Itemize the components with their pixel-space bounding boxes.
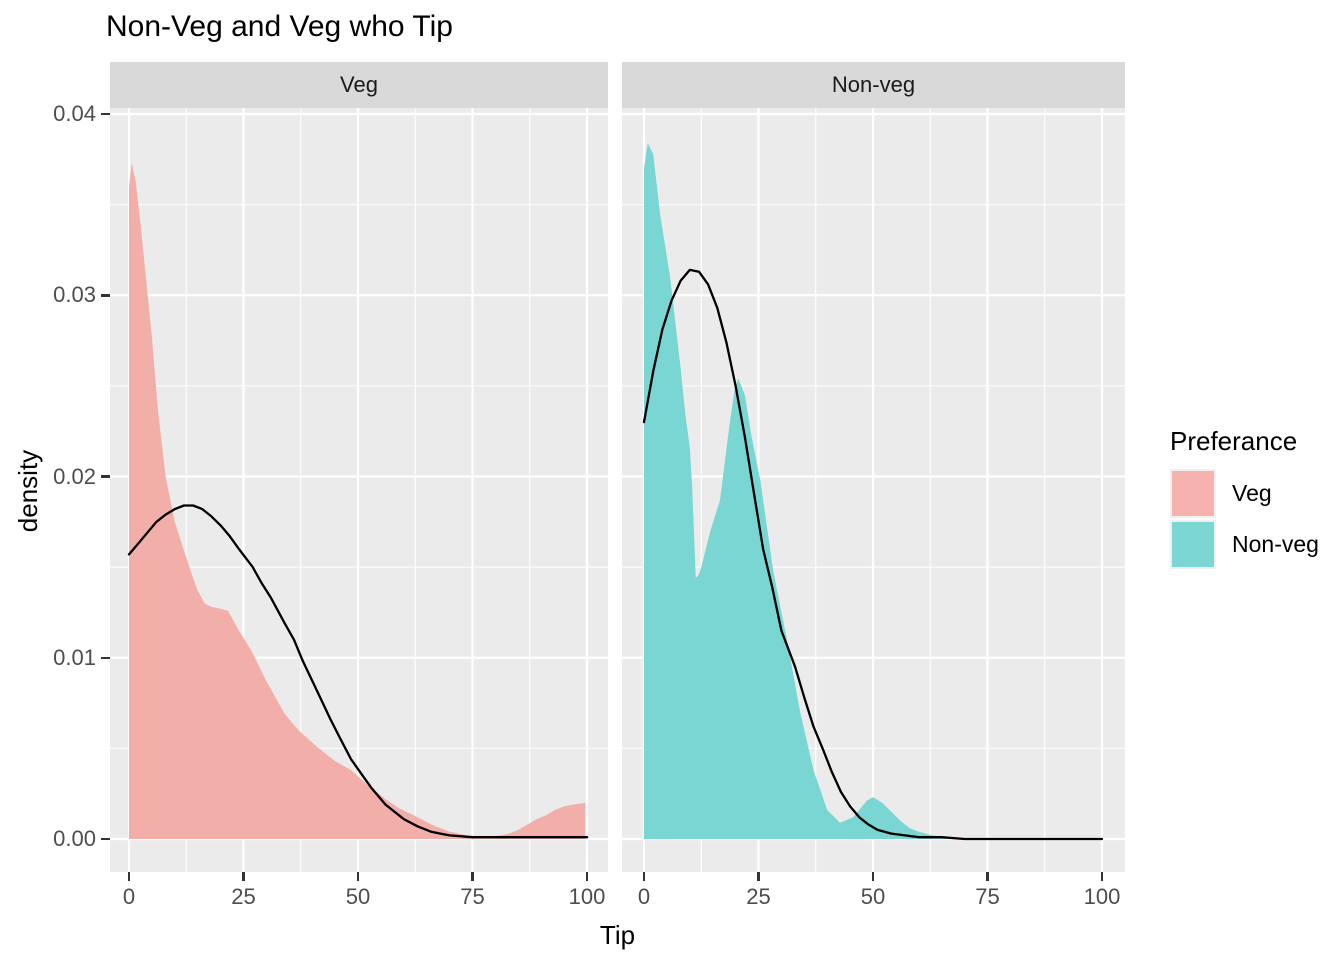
x-tick-label: 75 [460,884,485,909]
x-tick [871,872,875,881]
legend-label: Veg [1232,480,1272,506]
y-tick [101,294,110,297]
x-tick-label: 0 [637,884,651,909]
x-tick [356,872,360,881]
y-tick [101,837,110,841]
y-tick-label: 0.02 [53,463,96,489]
facet-strip-non-veg: Non-veg [622,62,1125,108]
y-tick-label: 0.01 [53,644,96,670]
normal-curve-non-veg [642,268,1104,841]
x-tick [585,872,589,881]
plot-title: Non-Veg and Veg who Tip [106,10,453,43]
x-tick-label: 25 [231,884,256,909]
panel-non-veg [622,108,1125,872]
legend-title: Preferance [1170,426,1298,456]
x-tick-label: 25 [746,884,771,909]
x-tick-label: 0 [122,884,136,909]
density-area-veg [129,162,586,839]
x-tick [1100,872,1104,881]
x-tick [471,872,474,881]
x-tick [986,872,989,881]
x-axis-title: Tip [599,920,636,950]
x-tick-label: 100 [568,884,606,909]
y-tick-label: 0.04 [53,101,96,126]
x-tick-label: 75 [975,884,1000,909]
y-tick-label: 0.03 [53,282,96,308]
panel-canvas [622,108,1125,872]
legend: Preferance Veg Non-veg [1170,426,1319,571]
legend-swatch-non-veg [1170,520,1216,569]
legend-label: Non-veg [1232,531,1319,557]
x-tick [642,872,646,881]
x-tick-label: 50 [345,884,371,909]
panel-canvas [110,108,608,872]
legend-item-non-veg: Non-veg [1170,520,1319,569]
legend-items: Veg Non-veg [1170,469,1319,569]
panel-veg [110,108,608,872]
y-tick [101,112,110,116]
facet-strip-label: Non-veg [831,72,916,97]
x-tick-label: 50 [860,884,886,909]
y-tick [101,656,110,659]
y-tick [101,475,110,478]
y-tick-label: 0.00 [53,826,96,851]
x-tick [757,872,760,881]
x-tick [242,872,245,881]
x-tick [127,872,131,881]
density-area-non-veg [644,143,956,839]
facet-strip-veg: Veg [110,62,608,108]
legend-swatch-veg [1170,469,1216,518]
legend-item-veg: Veg [1170,469,1319,518]
x-tick-label: 100 [1083,884,1121,909]
normal-curve-veg [127,504,589,839]
facet-strip-label: Veg [340,72,378,97]
y-axis-title: density [13,449,43,533]
